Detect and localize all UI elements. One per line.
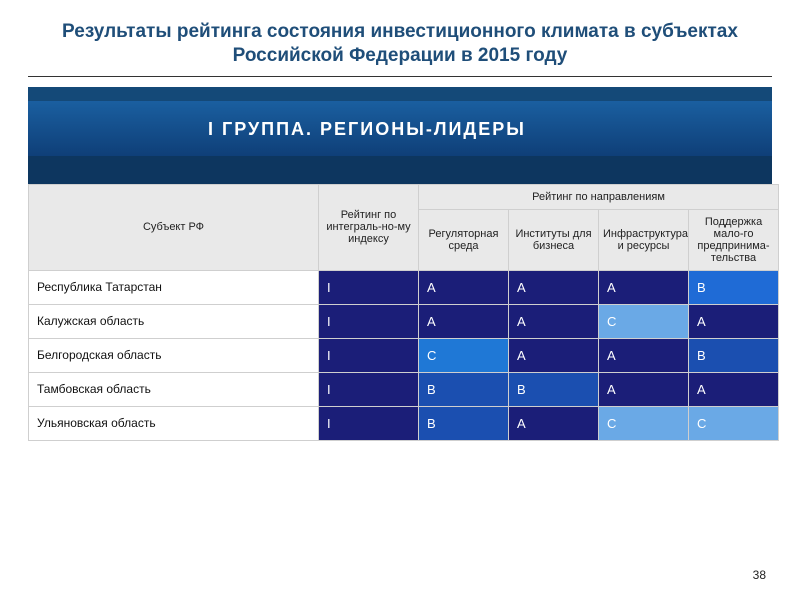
col-dir1: Регуляторная среда	[419, 209, 509, 270]
rating-cell: A	[509, 304, 599, 338]
banner-stripe-bottom	[28, 156, 772, 184]
rating-cell: I	[319, 372, 419, 406]
rating-cell: B	[689, 270, 779, 304]
subject-cell: Ульяновская область	[29, 406, 319, 440]
subject-cell: Белгородская область	[29, 338, 319, 372]
banner-stripe-top	[28, 87, 772, 101]
col-dir2: Институты для бизнеса	[509, 209, 599, 270]
rating-cell: C	[419, 338, 509, 372]
table-row: Тамбовская областьIBBAA	[29, 372, 779, 406]
rating-cell: A	[599, 338, 689, 372]
rating-cell: B	[509, 372, 599, 406]
rating-cell: A	[509, 338, 599, 372]
col-directions-group: Рейтинг по направлениям	[419, 184, 779, 209]
rating-cell: A	[599, 270, 689, 304]
rating-cell: A	[509, 406, 599, 440]
rating-cell: C	[689, 406, 779, 440]
col-dir3: Инфраструктура и ресурсы	[599, 209, 689, 270]
rating-cell: I	[319, 406, 419, 440]
rating-cell: A	[689, 304, 779, 338]
table-row: Ульяновская областьIBACC	[29, 406, 779, 440]
rating-cell: I	[319, 270, 419, 304]
page-title: Результаты рейтинга состояния инвестицио…	[28, 20, 772, 74]
group-banner: I ГРУППА. РЕГИОНЫ-ЛИДЕРЫ	[28, 87, 772, 184]
col-subject: Субъект РФ	[29, 184, 319, 270]
banner-title: I ГРУППА. РЕГИОНЫ-ЛИДЕРЫ	[28, 101, 772, 156]
slide: Результаты рейтинга состояния инвестицио…	[0, 0, 800, 600]
page-number: 38	[753, 568, 766, 582]
rating-table-body: Республика ТатарстанIAAABКалужская облас…	[29, 270, 779, 440]
table-row: Калужская областьIAACA	[29, 304, 779, 338]
rating-cell: B	[419, 406, 509, 440]
subject-cell: Республика Татарстан	[29, 270, 319, 304]
subject-cell: Тамбовская область	[29, 372, 319, 406]
subject-cell: Калужская область	[29, 304, 319, 338]
table-header-row-1: Субъект РФ Рейтинг по интеграль-но-му ин…	[29, 184, 779, 209]
rating-cell: I	[319, 338, 419, 372]
rating-cell: A	[599, 372, 689, 406]
rating-cell: B	[419, 372, 509, 406]
rating-cell: I	[319, 304, 419, 338]
rating-cell: A	[419, 304, 509, 338]
table-row: Белгородская областьICAAB	[29, 338, 779, 372]
col-integral: Рейтинг по интеграль-но-му индексу	[319, 184, 419, 270]
rating-cell: A	[419, 270, 509, 304]
rating-cell: A	[509, 270, 599, 304]
rating-cell: C	[599, 304, 689, 338]
table-row: Республика ТатарстанIAAAB	[29, 270, 779, 304]
rating-cell: C	[599, 406, 689, 440]
col-dir4: Поддержка мало-го предпринима-тельства	[689, 209, 779, 270]
title-divider	[28, 76, 772, 77]
rating-table: Субъект РФ Рейтинг по интеграль-но-му ин…	[28, 184, 779, 441]
rating-cell: A	[689, 372, 779, 406]
rating-cell: B	[689, 338, 779, 372]
